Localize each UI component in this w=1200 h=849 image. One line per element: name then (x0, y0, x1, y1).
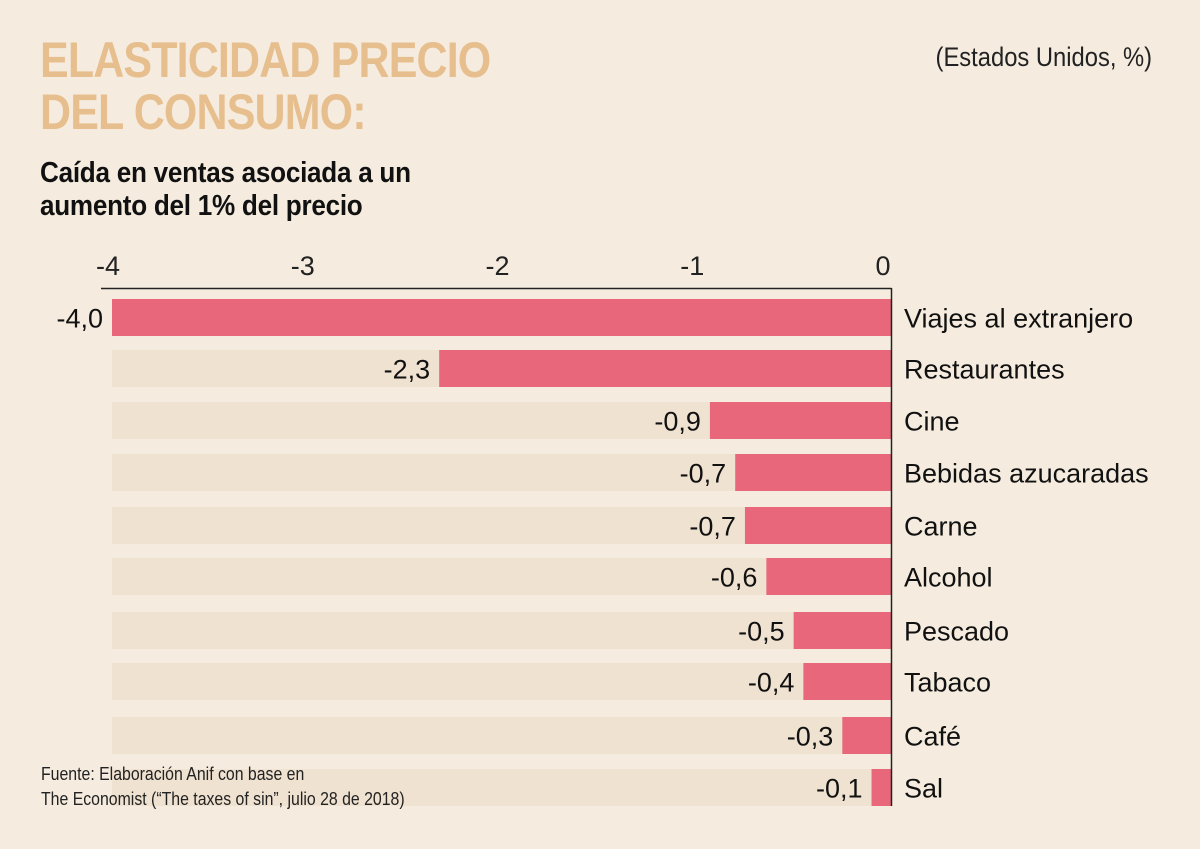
x-tick-label: -4 (96, 251, 120, 281)
source-line-2: The Economist (“The taxes of sin”, julio… (41, 789, 405, 809)
category-label: Cine (904, 407, 960, 437)
bar (439, 350, 891, 387)
x-tick-label: -1 (680, 251, 704, 281)
bar (744, 507, 891, 544)
category-label: Tabaco (904, 668, 991, 698)
source-line-1: Fuente: Elaboración Anif con base en (41, 764, 305, 784)
chart-title-line-1: ELASTICIDAD PRECIO (40, 32, 491, 88)
bars (112, 299, 891, 806)
axes (101, 287, 893, 806)
category-label: Pescado (904, 617, 1009, 647)
category-label: Alcohol (904, 563, 993, 593)
chart-title: ELASTICIDAD PRECIO DEL CONSUMO: (40, 32, 491, 140)
value-label: -0,3 (787, 722, 834, 752)
bar (871, 769, 891, 806)
bar (709, 402, 891, 439)
value-label: -0,5 (738, 617, 785, 647)
x-tick-label: -3 (291, 251, 315, 281)
chart-subtitle-line-2: aumento del 1% del precio (40, 190, 363, 222)
value-label: -0,7 (680, 459, 727, 489)
chart-subtitle-line-1: Caída en ventas asociada a un (40, 157, 411, 189)
value-label: -0,1 (816, 774, 863, 804)
x-tick-label: -2 (485, 251, 509, 281)
unit-note: (Estados Unidos, %) (935, 42, 1152, 72)
bar (803, 663, 891, 700)
source-note: Fuente: Elaboración Anif con base en The… (41, 762, 405, 812)
value-label: -0,9 (654, 407, 701, 437)
tick-labels: -4 -3 -2 -1 0 (96, 251, 891, 281)
bar-track (112, 717, 891, 754)
category-label: Sal (904, 774, 943, 804)
bar-track (112, 769, 891, 806)
bar-track (112, 663, 891, 700)
category-label: Viajes al extranjero (904, 304, 1133, 334)
category-labels: Viajes al extranjero Restaurantes Cine Bebi… (904, 304, 1149, 804)
bar (112, 299, 891, 336)
value-label: -4,0 (56, 304, 103, 334)
chart-title-line-2: DEL CONSUMO: (40, 84, 367, 140)
category-label: Carne (904, 512, 978, 542)
value-label: -2,3 (384, 355, 431, 385)
category-label: Bebidas azucaradas (904, 459, 1149, 489)
value-labels: -4,0 -2,3 -0,9 -0,7 -0,7 -0,6 -0,5 -0,4 -0,3 -0,1 (56, 304, 862, 804)
bar-track (112, 612, 891, 649)
value-label: -0,6 (711, 563, 758, 593)
x-tick-label: 0 (875, 251, 890, 281)
bar (735, 454, 891, 491)
bar (766, 558, 891, 595)
value-label: -0,4 (748, 668, 795, 698)
chart-subtitle: Caída en ventas asociada a un aumento de… (40, 157, 411, 223)
bar-track (112, 558, 891, 595)
bar (842, 717, 891, 754)
bar (793, 612, 891, 649)
value-label: -0,7 (689, 512, 736, 542)
category-label: Restaurantes (904, 355, 1065, 385)
category-label: Café (904, 722, 961, 752)
